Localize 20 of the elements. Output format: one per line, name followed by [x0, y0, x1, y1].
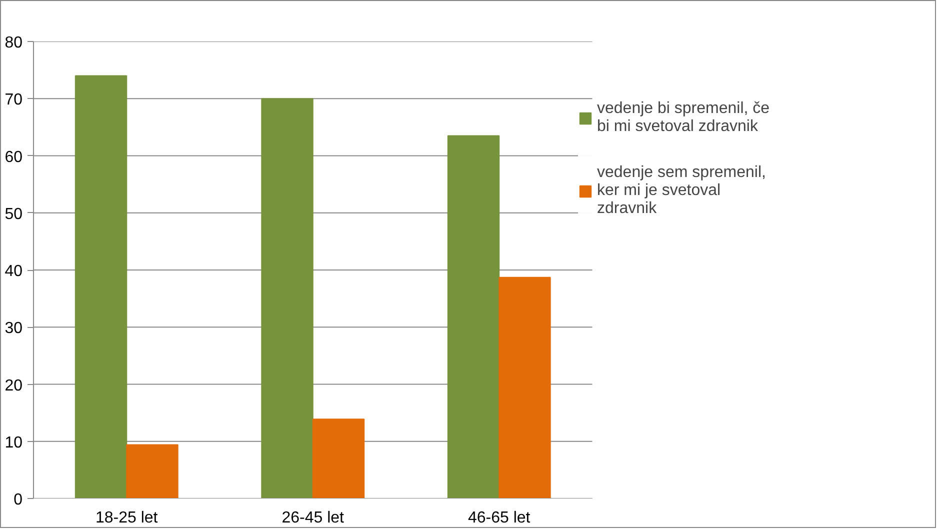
y-tick-label: 40: [4, 263, 23, 280]
y-tick-label: 60: [4, 148, 23, 166]
legend-label: vedenje sem spremenil, ker mi je svetoval zdravnik: [597, 164, 766, 218]
bar: [312, 418, 365, 498]
bar: [74, 75, 128, 498]
y-tick-label: 70: [4, 92, 23, 109]
y-tick-label: 80: [4, 34, 23, 52]
x-tick-label: 26-45 let: [282, 510, 345, 526]
y-tick-label: 20: [4, 377, 23, 394]
x-tick-label: 46-65 let: [468, 510, 531, 526]
y-tick-label: 10: [4, 434, 23, 452]
bar: [261, 98, 314, 498]
y-tick-label: 0: [14, 492, 23, 508]
x-tick-label: 18-25 let: [95, 510, 158, 526]
bar: [498, 276, 551, 498]
y-tick-label: 50: [4, 206, 23, 223]
bar: [447, 135, 500, 498]
y-tick-label: 30: [4, 320, 23, 338]
bar: [126, 444, 178, 498]
legend-label: vedenje bi spremenil, če bi mi svetoval zdravnik: [597, 100, 770, 136]
